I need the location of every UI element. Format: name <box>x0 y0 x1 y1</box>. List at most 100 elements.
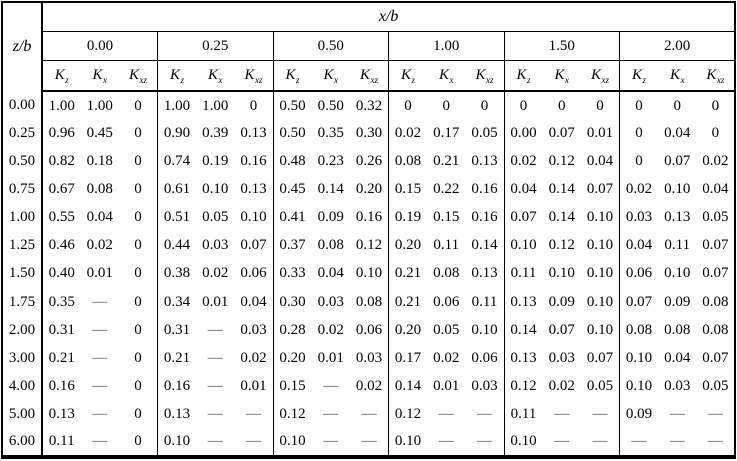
table-cell: 0.31 <box>41 316 81 345</box>
table-cell: 0 <box>619 91 658 120</box>
table-cell: 0.10 <box>619 344 658 373</box>
table-cell: — <box>92 433 108 450</box>
table-cell: 0.10 <box>586 321 614 338</box>
table-cell: 0.05 <box>702 377 729 394</box>
table-body: 0.00 1.00 1.00 0 1.00 1.00 0 0.50 0.50 0.32 0 0 0 0 0 0… <box>2 91 735 457</box>
table-cell: 0.16 <box>471 209 498 226</box>
table-cell: 0.03 <box>664 377 691 394</box>
table-cell: — <box>92 349 108 366</box>
header-row-xb: z/b x/b <box>2 2 736 91</box>
col-header-Kz: Kz <box>272 60 312 92</box>
table-cell: 0.13 <box>157 400 196 429</box>
table-cell: — <box>323 406 339 423</box>
table-cell: 0.02 <box>619 175 658 204</box>
table-cell: 0.16 <box>471 180 498 197</box>
table-cell: — <box>92 377 108 394</box>
col-header-Kx: Kx <box>311 60 350 92</box>
table-cell: 0.10 <box>586 265 614 282</box>
table-cell: 0.02 <box>317 321 344 338</box>
table-cell: 0.20 <box>388 231 427 260</box>
table-cell: 0.03 <box>317 293 344 310</box>
table-row: 1.25 0.46 0.02 0 0.44 0.03 0.07 0.37 0.08 0.12 0.2… <box>2 231 735 260</box>
group-header-3: 1.00 <box>388 31 504 61</box>
table-cell: 0.02 <box>548 377 575 394</box>
col-header-Kx: Kx <box>80 60 119 92</box>
table-cell: 0.07 <box>503 203 543 232</box>
table-cell: 0.16 <box>355 209 383 226</box>
table-cell: 0.07 <box>664 152 691 169</box>
row-header-zb: 0.00 <box>2 91 43 120</box>
table-cell: 0 <box>134 406 142 423</box>
table-cell: 0.10 <box>548 265 575 282</box>
table-cell: 0.20 <box>388 316 427 345</box>
table-cell: — <box>592 406 608 423</box>
table-cell: 0.08 <box>86 180 113 197</box>
table-cell: 0.11 <box>664 237 691 254</box>
table-cell: 0.16 <box>157 372 196 401</box>
row-header-zb: 0.50 <box>2 147 43 176</box>
table-cell: 0.50 <box>272 91 312 120</box>
table-cell: 0.02 <box>86 237 113 254</box>
table-cell: 0 <box>480 97 489 114</box>
table-cell: 0.14 <box>471 237 498 254</box>
table-cell: 0.06 <box>619 259 658 288</box>
table-cell: 0.10 <box>503 231 543 260</box>
table-cell: 0.51 <box>157 203 196 232</box>
table-row: 0.00 1.00 1.00 0 1.00 1.00 0 0.50 0.50 0.32 0 0 0 0 0 0… <box>2 91 735 120</box>
table-cell: 0.11 <box>503 400 543 429</box>
table-cell: 0 <box>134 237 142 254</box>
table-cell: 0.12 <box>388 400 427 429</box>
col-header-Kxz: Kxz <box>350 60 389 92</box>
table-cell: 0.15 <box>272 372 312 401</box>
col-header-Kx: Kx <box>542 60 581 92</box>
table-cell: 0.11 <box>503 259 543 288</box>
table-cell: 0.48 <box>272 147 312 176</box>
row-header-zb: 1.50 <box>2 259 43 288</box>
table-cell: 0.14 <box>548 180 575 197</box>
table-cell: 0.03 <box>355 349 383 366</box>
table-cell: — <box>92 293 108 310</box>
table-row: 0.50 0.82 0.18 0 0.74 0.19 0.16 0.48 0.23 0.26 0.0… <box>2 147 735 176</box>
table-cell: 0.28 <box>272 316 312 345</box>
group-header-4: 1.50 <box>503 31 620 61</box>
table-cell: 0.35 <box>317 124 344 141</box>
table-row: 1.75 0.35 — 0 0.34 0.01 0.04 0.30 0.03 0.08 0.21 0.… <box>2 287 735 317</box>
table-cell: 0.08 <box>619 316 658 345</box>
table-cell: — <box>246 433 261 450</box>
group-header-0: 0.00 <box>41 31 158 61</box>
table-cell: 0.19 <box>388 203 427 232</box>
table-cell: 0.01 <box>202 293 229 310</box>
table-cell: 0.19 <box>202 152 229 169</box>
table-cell: 0.07 <box>702 349 729 366</box>
table-cell: 0.01 <box>86 265 113 282</box>
table-cell: 0.32 <box>355 97 383 114</box>
row-header-zb: 5.00 <box>2 400 43 429</box>
col-header-Kx: Kx <box>427 60 466 92</box>
group-header-1: 0.25 <box>157 31 273 61</box>
table-cell: 0.14 <box>548 209 575 226</box>
table-cell: — <box>361 406 377 423</box>
table-cell: 0.74 <box>157 147 196 176</box>
table-cell: 0.07 <box>240 237 267 254</box>
table-cell: 0.07 <box>702 265 729 282</box>
table-cell: — <box>669 433 685 450</box>
group-header-2: 0.50 <box>272 31 389 61</box>
table-cell: — <box>707 406 723 423</box>
table-cell: 0 <box>134 97 142 114</box>
table-cell: 0.04 <box>702 180 729 197</box>
table-cell: 0.09 <box>664 293 691 310</box>
table-cell: 0 <box>134 209 142 226</box>
table-cell: 0.02 <box>202 265 229 282</box>
table-cell: 0 <box>134 377 142 394</box>
row-header-zb: 1.75 <box>2 287 43 317</box>
table-cell: 0 <box>134 293 142 310</box>
col-header-Kxz: Kxz <box>696 60 736 92</box>
table-row: 1.00 0.55 0.04 0 0.51 0.05 0.10 0.41 0.09 0.16 0.1… <box>2 203 735 232</box>
table-cell: 0.10 <box>240 209 267 226</box>
table-cell: 0.11 <box>41 428 81 457</box>
table-cell: 0 <box>134 265 142 282</box>
col-header-Kx: Kx <box>196 60 235 92</box>
table-cell: 0.50 <box>317 97 344 114</box>
table-cell: 0.01 <box>433 377 460 394</box>
